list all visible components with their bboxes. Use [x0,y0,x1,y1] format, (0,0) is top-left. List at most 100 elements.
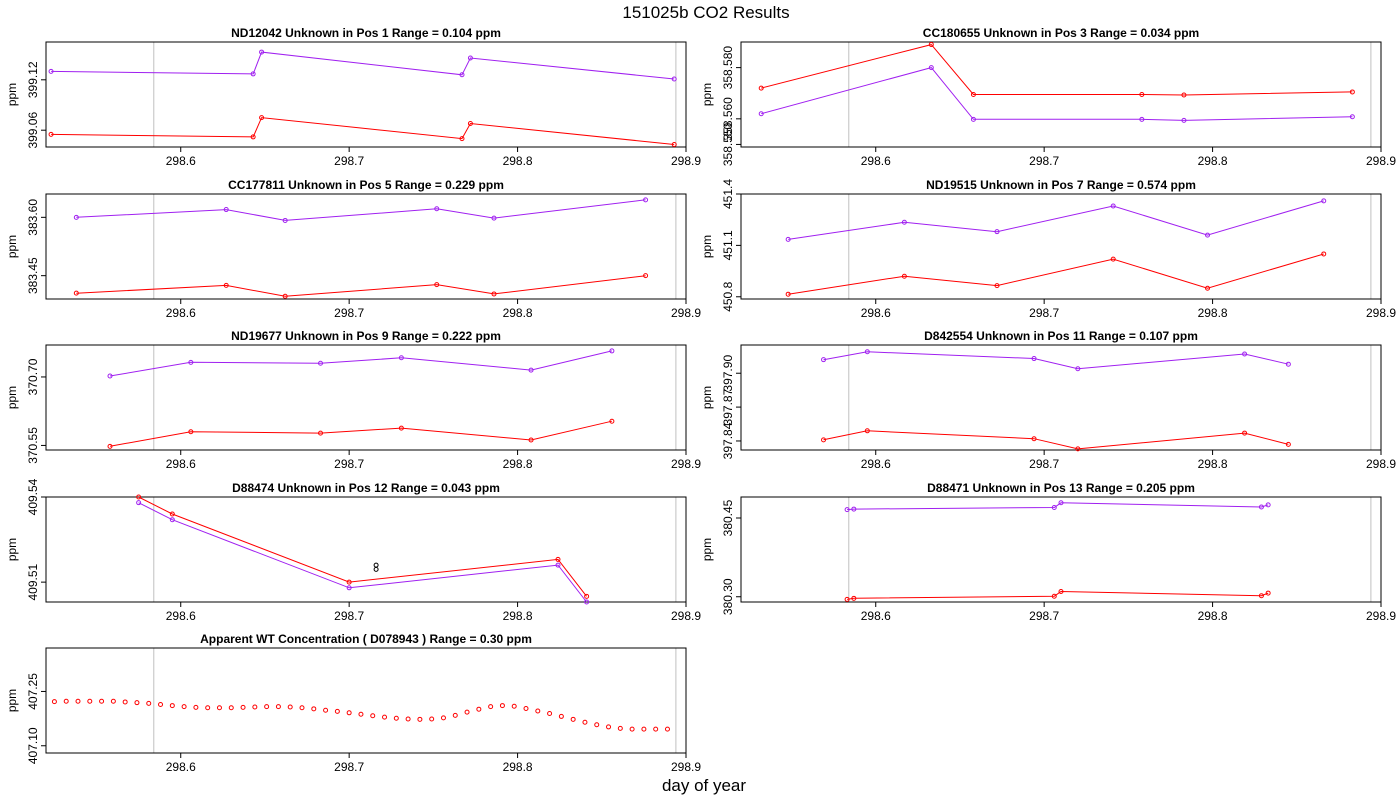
panel-title: CC180655 Unknown in Pos 3 Range = 0.034 … [923,26,1199,40]
x-tick-label: 298.6 [166,609,196,623]
series-line-red [847,590,1269,600]
series-red [107,418,615,449]
data-point [671,76,677,82]
x-tick-label: 298.9 [671,457,701,471]
data-point [864,349,870,355]
x-tick-label: 298.8 [1198,154,1228,168]
y-axis-label: ppm [700,386,714,409]
x-tick-label: 298.9 [671,154,701,168]
data-point [1058,589,1064,594]
plot-frame [45,41,687,148]
data-point [440,715,446,721]
plot-frame [45,344,687,451]
data-point [1258,504,1264,510]
data-point [188,429,194,435]
chart-panel-p7: D88474 Unknown in Pos 12 Range = 0.043 p… [5,478,701,623]
plot-frame [45,647,687,754]
y-tick-label: 451.4 [721,179,735,209]
data-point [134,700,140,706]
data-point [205,705,211,711]
x-tick-label: 298.6 [861,306,891,320]
series-purple [758,65,1355,123]
data-point [1285,441,1291,447]
data-point [136,500,142,506]
data-point [851,595,857,601]
data-point [758,85,764,91]
data-point [299,705,305,711]
y-tick-label: 370.70 [26,358,40,395]
data-point [216,705,222,711]
x-tick-label: 298.7 [1029,457,1059,471]
data-point [99,698,105,704]
y-axis-label: ppm [700,538,714,561]
data-point [398,355,404,361]
y-axis-label: ppm [700,83,714,106]
data-point [110,698,116,704]
data-point [821,357,827,363]
data-point [671,141,677,147]
data-point [405,716,411,722]
y-tick-label: 358.580 [721,46,735,90]
data-point [555,562,561,568]
figure-x-axis-label: day of year [662,776,746,795]
x-tick-label: 298.7 [1029,154,1059,168]
data-point [1265,502,1271,508]
panel-title: ND19677 Unknown in Pos 9 Range = 0.222 p… [231,329,501,343]
data-point [1349,89,1355,95]
y-tick-label: 409.54 [26,478,40,515]
data-point [158,701,164,707]
data-point [417,716,423,722]
x-tick-label: 298.7 [334,760,364,774]
x-tick-label: 298.6 [166,154,196,168]
series-red [73,273,649,299]
data-point [250,71,256,77]
data-point [467,55,473,61]
data-point [1265,590,1271,596]
x-tick-label: 298.8 [503,760,533,774]
chart-panels: ND12042 Unknown in Pos 1 Range = 0.104 p… [5,26,1396,774]
data-point [1051,593,1057,599]
data-point [535,708,541,714]
data-point [528,367,534,373]
data-point [318,360,324,366]
plot-frame [45,193,687,300]
y-tick-label: 397.90 [721,355,735,392]
series-line-red [51,117,675,145]
y-tick-label: 399.12 [26,61,40,98]
data-point [488,704,494,710]
data-point [523,705,529,711]
panel-title: D88474 Unknown in Pos 12 Range = 0.043 p… [232,481,500,495]
series-line-purple [847,502,1269,511]
chart-panel-p5: ND19677 Unknown in Pos 9 Range = 0.222 p… [5,329,701,471]
data-point [1058,500,1064,506]
series-purple [107,348,615,379]
data-point [323,707,329,713]
data-point [467,120,473,126]
data-point [370,713,376,719]
series-line-red [109,420,613,447]
data-point [250,134,256,140]
x-tick-label: 298.9 [1366,457,1396,471]
y-tick-label: 397.87 [721,388,735,425]
series-purple [48,49,677,82]
chart-panel-p9: Apparent WT Concentration ( D078943 ) Ra… [5,632,701,774]
data-point [1075,446,1081,452]
data-point [48,68,54,74]
data-point [398,425,404,431]
x-tick-label: 298.9 [671,306,701,320]
data-point [358,711,364,717]
chart-panel-p6: D842554 Unknown in Pos 11 Range = 0.107 … [700,329,1396,471]
figure-title: 151025b CO2 Results [622,3,789,22]
panel-title: Apparent WT Concentration ( D078943 ) Ra… [200,632,532,646]
data-point [434,206,440,212]
series-purple [785,198,1327,242]
data-point [643,197,649,203]
data-point [51,699,57,705]
data-point [452,712,458,718]
data-point [382,714,388,720]
y-tick-label: 370.55 [26,427,40,464]
y-tick-label: 409.51 [26,563,40,600]
data-point [459,136,465,142]
x-tick-label: 298.8 [503,457,533,471]
x-tick-label: 298.9 [1366,306,1396,320]
